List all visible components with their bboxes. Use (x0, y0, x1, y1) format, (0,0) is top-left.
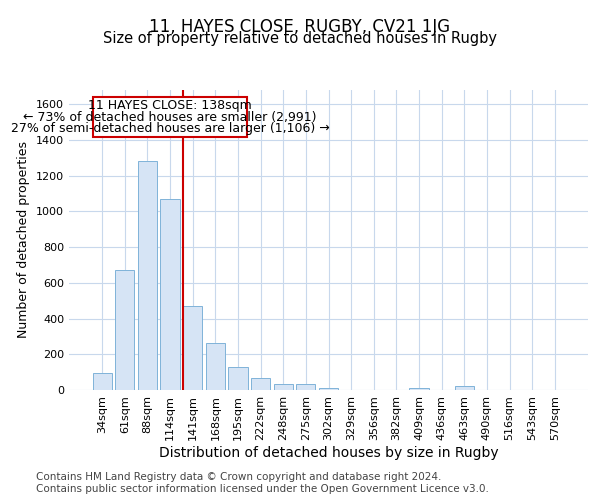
FancyBboxPatch shape (93, 97, 247, 138)
Bar (160, 200, 180, 390)
Text: Size of property relative to detached houses in Rugby: Size of property relative to detached ho… (103, 31, 497, 46)
Text: ← 73% of detached houses are smaller (2,991): ← 73% of detached houses are smaller (2,… (23, 110, 317, 124)
Bar (183, 306, 202, 390)
Bar (274, 384, 293, 390)
X-axis label: Distribution of detached houses by size in Rugby: Distribution of detached houses by size … (158, 446, 499, 460)
Text: 11, HAYES CLOSE, RUGBY, CV21 1JG: 11, HAYES CLOSE, RUGBY, CV21 1JG (149, 18, 451, 36)
Bar (229, 367, 248, 390)
Bar (251, 378, 270, 390)
Text: Contains public sector information licensed under the Open Government Licence v3: Contains public sector information licen… (36, 484, 489, 494)
Text: 11 HAYES CLOSE: 138sqm: 11 HAYES CLOSE: 138sqm (88, 100, 252, 112)
Bar (319, 388, 338, 390)
Bar (409, 388, 428, 390)
Bar (115, 270, 134, 390)
Bar (206, 342, 225, 390)
Text: 27% of semi-detached houses are larger (1,106) →: 27% of semi-detached houses are larger (… (11, 122, 329, 135)
Bar (92, 372, 112, 390)
Text: Contains HM Land Registry data © Crown copyright and database right 2024.: Contains HM Land Registry data © Crown c… (36, 472, 442, 482)
Bar (455, 386, 474, 390)
Y-axis label: Number of detached properties: Number of detached properties (17, 142, 31, 338)
Bar (138, 160, 157, 390)
Bar (296, 384, 316, 390)
